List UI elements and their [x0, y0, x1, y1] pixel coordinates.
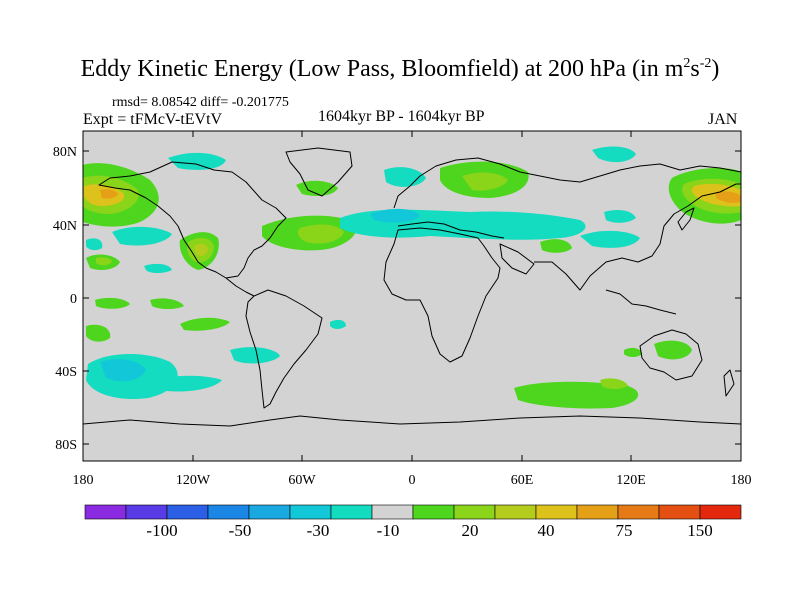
south-pacific-negative	[86, 319, 346, 400]
arctic-negative	[168, 146, 636, 223]
colorbar-label: -10	[377, 521, 400, 540]
central-america-coast	[225, 277, 255, 297]
arabia-coast	[499, 243, 535, 275]
colorbar-swatch	[617, 504, 660, 520]
stats-text: rmsd= 8.08542 diff= -0.201775	[112, 95, 289, 110]
lon-tick-label: 60E	[511, 473, 534, 488]
antarctica-coast	[83, 415, 741, 427]
south-america-coast	[245, 289, 323, 409]
europe-coast	[393, 157, 581, 209]
colorbar-swatch	[371, 504, 414, 520]
asia-north-coast	[579, 163, 741, 183]
colorbar-label: 150	[687, 521, 713, 540]
experiment-label: Expt = tFMcV-tEVtV	[83, 111, 223, 128]
colorbar-swatch	[412, 504, 455, 520]
asia-coast	[534, 183, 741, 291]
lat-tick-label: 40S	[55, 365, 77, 380]
colorbar-swatch	[166, 504, 209, 520]
colorbar-swatch	[248, 504, 291, 520]
colorbar-swatch	[699, 504, 742, 520]
north-pacific-positive	[83, 163, 230, 342]
australia-coast	[639, 329, 703, 381]
lon-tick-label: 180	[731, 473, 752, 488]
australia-positive	[624, 340, 692, 360]
colorbar-swatch	[289, 504, 332, 520]
colorbar-label: -30	[307, 521, 330, 540]
lon-tick-label: 180	[73, 473, 94, 488]
lat-tick-label: 80N	[53, 145, 77, 160]
lat-tick-label: 0	[70, 292, 77, 307]
axis-ticks: 180 120W 60W 0 60E 120E 180 80N 40N 0 40S 80S	[53, 131, 752, 488]
southeast-asia-islands	[605, 289, 677, 315]
north-america-positive	[179, 232, 219, 270]
month-label: JAN	[708, 111, 738, 128]
colorbar-swatch	[453, 504, 496, 520]
colorbar-swatch	[494, 504, 537, 520]
africa-coast	[383, 227, 501, 363]
europe-positive	[440, 161, 572, 253]
colorbar-label: 75	[616, 521, 633, 540]
mediterranean-negative	[340, 208, 640, 248]
coastlines	[83, 147, 741, 427]
colorbar-swatch	[330, 504, 373, 520]
colorbar-swatch	[125, 504, 168, 520]
colorbar-swatch	[207, 504, 250, 520]
colorbar-label: -50	[229, 521, 252, 540]
colorbar-label: 20	[462, 521, 479, 540]
colorbar-swatch	[84, 504, 127, 520]
colorbar: -100 -50 -30 -10 20 40 75 150	[84, 504, 742, 540]
south-indian-positive	[514, 378, 639, 409]
north-pacific-negative	[86, 226, 172, 273]
lon-tick-label: 0	[409, 473, 416, 488]
lon-tick-label: 60W	[288, 473, 316, 488]
mediterranean-coast	[397, 221, 505, 239]
lon-tick-label: 120W	[176, 473, 211, 488]
period-label: 1604kyr BP - 1604kyr BP	[318, 108, 485, 125]
colorbar-swatch	[658, 504, 701, 520]
chart-title: Eddy Kinetic Energy (Low Pass, Bloomfiel…	[80, 56, 720, 82]
new-zealand-coast	[723, 369, 735, 397]
colorbar-label: 40	[538, 521, 555, 540]
contour-fields	[83, 146, 741, 409]
lon-tick-label: 120E	[616, 473, 646, 488]
greenland-coast	[285, 147, 353, 197]
north-america-coast	[98, 161, 287, 279]
colorbar-swatch	[576, 504, 619, 520]
lat-tick-label: 80S	[55, 438, 77, 453]
colorbar-label: -100	[146, 521, 177, 540]
lat-tick-label: 40N	[53, 219, 77, 234]
colorbar-swatch	[535, 504, 578, 520]
japan-coast	[677, 207, 695, 231]
north-atlantic-positive	[262, 180, 357, 251]
